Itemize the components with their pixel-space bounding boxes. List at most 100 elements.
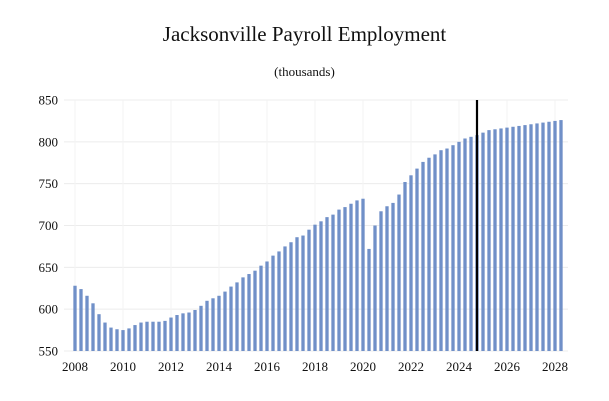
y-tick-label: 800 [39,134,59,149]
bar [253,270,257,351]
bar [535,123,539,351]
bar [493,129,497,351]
bar [499,128,503,351]
bar [553,120,557,352]
bar [445,148,449,351]
bar [169,317,173,351]
bar [211,298,215,351]
x-tick-label: 2010 [110,359,136,374]
bar [133,325,137,351]
bar [127,328,131,351]
bar [109,327,113,351]
bar [295,237,299,351]
bar [463,138,467,351]
x-tick-label: 2018 [302,359,328,374]
bar [157,321,161,351]
bar [367,248,371,351]
bar [205,300,209,351]
bar [373,225,377,351]
bar [151,321,155,351]
bar [337,209,341,351]
bar [139,322,143,351]
bar [163,320,167,351]
bar [355,200,359,351]
x-tick-label: 2022 [398,359,424,374]
x-tick-label: 2026 [494,359,521,374]
x-tick-label: 2012 [158,359,184,374]
bar [385,206,389,351]
chart-subtitle: (thousands) [274,64,335,79]
y-tick-label: 700 [39,218,59,233]
bar [277,251,281,351]
bar [265,261,269,351]
bar [97,314,101,351]
bar [301,235,305,351]
y-tick-label: 750 [39,176,59,191]
bar [199,305,203,351]
x-tick-label: 2014 [206,359,233,374]
bar [517,125,521,351]
x-tick-label: 2008 [62,359,88,374]
bar [415,168,419,351]
bar [235,282,239,351]
bar [121,330,125,351]
bar [559,120,563,351]
bar [217,295,221,351]
bar [289,242,293,351]
bar [457,141,461,351]
bar [547,121,551,352]
bar [421,161,425,351]
bar [283,246,287,351]
bar [91,303,95,351]
bar [115,329,119,351]
x-tick-label: 2016 [254,359,281,374]
y-tick-label: 650 [39,260,59,275]
bar [511,126,515,351]
bar [241,277,245,351]
bar [439,150,443,351]
x-tick-label: 2028 [542,359,568,374]
chart-title: Jacksonville Payroll Employment [162,22,447,46]
bar [247,274,251,351]
bar [379,211,383,351]
bar [433,154,437,351]
y-tick-label: 600 [39,302,59,317]
bar [229,286,233,351]
bar [73,285,77,351]
bar [343,207,347,351]
bar [331,214,335,351]
bar [223,291,227,351]
bar [271,255,275,351]
bar [319,221,323,351]
bar [187,312,191,351]
bar [361,198,365,351]
bar [391,202,395,351]
bar [313,224,317,351]
bar [181,313,185,351]
bar [529,124,533,351]
y-tick-label: 850 [39,93,59,108]
y-tick-label: 550 [39,344,59,359]
bar [397,194,401,351]
bar [541,122,545,351]
bar [175,315,179,351]
bar [403,181,407,351]
x-tick-label: 2020 [350,359,376,374]
bar [505,127,509,351]
bar [79,289,83,351]
bar [487,130,491,351]
bar [409,175,413,351]
bar [85,295,89,351]
bar [145,321,149,351]
bar [481,132,485,351]
bar [427,157,431,351]
bar [193,310,197,351]
bar [451,145,455,351]
x-tick-label: 2024 [446,359,473,374]
bar [259,265,263,351]
bar [469,136,473,351]
bar [349,203,353,351]
bar [307,229,311,351]
bar [523,125,527,351]
